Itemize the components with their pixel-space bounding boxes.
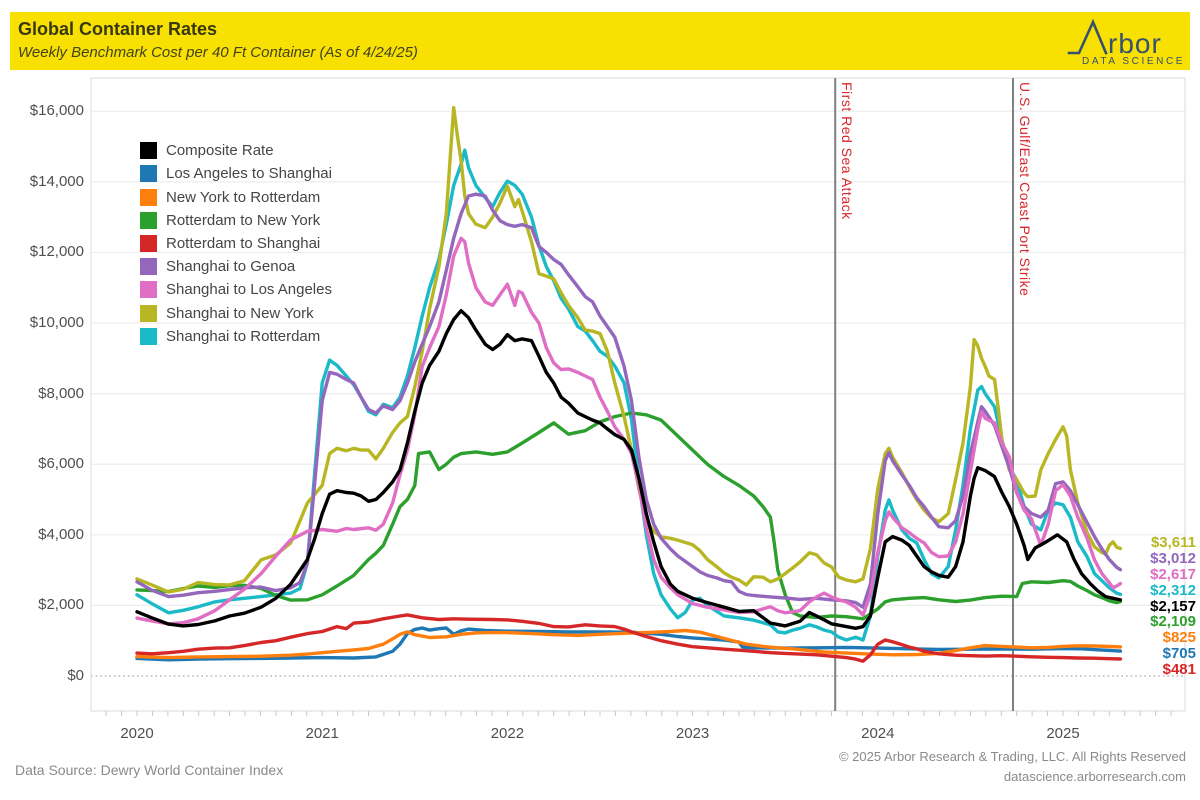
x-axis-ticks: [105, 711, 1172, 716]
x-axis-label: 2020: [120, 725, 154, 742]
end-value-label: $825: [1162, 629, 1196, 647]
legend-label: New York to Rotterdam: [166, 188, 321, 206]
data-source-note: Data Source: Dewry World Container Index: [15, 762, 284, 778]
y-axis-label: $10,000: [29, 314, 84, 332]
series-line-rotterdam-to-new-york[interactable]: [135, 411, 1123, 621]
y-axis-label: $0: [67, 667, 84, 684]
plot-border: [90, 77, 1186, 712]
legend-label: Shanghai to New York: [166, 304, 314, 322]
legend-label: Rotterdam to New York: [166, 211, 321, 229]
event-lines: [834, 78, 1014, 711]
legend-swatch: [140, 258, 157, 276]
legend-swatch: [140, 235, 157, 253]
series-lines: [135, 105, 1123, 663]
arbor-logo-icon: rbor DATA SCIENCE: [1067, 18, 1184, 67]
legend-item-rotterdam-to-shanghai[interactable]: Rotterdam to Shanghai: [140, 235, 320, 253]
legend-item-new-york-to-rotterdam[interactable]: New York to Rotterdam: [140, 188, 320, 206]
legend-item-shanghai-to-new-york[interactable]: Shanghai to New York: [140, 304, 314, 322]
end-value-label: $3,611: [1150, 534, 1196, 552]
x-axis-label: 2024: [861, 725, 895, 742]
legend-label: Shanghai to Los Angeles: [166, 281, 332, 299]
end-value-label: $2,617: [1150, 565, 1196, 583]
series-line-shanghai-to-los-angeles[interactable]: [135, 236, 1123, 626]
end-value-label: $3,012: [1150, 550, 1196, 568]
legend-item-shanghai-to-los-angeles[interactable]: Shanghai to Los Angeles: [140, 281, 332, 299]
end-value-label: $2,312: [1150, 581, 1196, 599]
copyright-text: © 2025 Arbor Research & Trading, LLC. Al…: [838, 749, 1186, 764]
legend-label: Rotterdam to Shanghai: [166, 235, 321, 253]
end-value-label: $2,157: [1150, 597, 1196, 615]
legend-swatch: [140, 165, 157, 183]
y-axis-label: $6,000: [38, 455, 84, 473]
x-axis-label: 2023: [675, 725, 710, 742]
legend-label: Shanghai to Genoa: [166, 258, 296, 276]
legend-swatch: [140, 142, 157, 160]
legend-label: Shanghai to Rotterdam: [166, 327, 321, 345]
x-axis-label: 2025: [1046, 725, 1080, 742]
legend-label: Composite Rate: [166, 142, 274, 160]
header-band: Global Container Rates Weekly Benchmark …: [10, 12, 1190, 70]
y-axis-label: $12,000: [29, 243, 84, 261]
legend-label: Los Angeles to Shanghai: [166, 165, 332, 183]
end-value-label: $2,109: [1150, 613, 1196, 631]
svg-text:rbor: rbor: [1108, 28, 1162, 59]
y-axis-label: $16,000: [29, 102, 84, 120]
legend-item-shanghai-to-genoa[interactable]: Shanghai to Genoa: [140, 258, 295, 276]
website-link[interactable]: datascience.arborresearch.com: [1003, 769, 1186, 784]
footer-credits: © 2025 Arbor Research & Trading, LLC. Al…: [839, 747, 1186, 787]
end-value-label: $481: [1162, 660, 1196, 678]
series-line-composite-rate[interactable]: [135, 309, 1123, 630]
legend-item-los-angeles-to-shanghai[interactable]: Los Angeles to Shanghai: [140, 165, 332, 183]
series-line-new-york-to-rotterdam[interactable]: [135, 628, 1123, 660]
legend-swatch: [140, 304, 157, 322]
y-axis-label: $4,000: [38, 525, 84, 543]
page-title: Global Container Rates: [18, 19, 218, 39]
legend-swatch: [140, 327, 157, 345]
arbor-logo: rbor DATA SCIENCE: [1066, 17, 1184, 72]
y-axis-label: $2,000: [38, 596, 84, 614]
legend-swatch: [140, 281, 157, 299]
event-label: U.S. Gulf/East Coast Port Strike: [1016, 82, 1033, 297]
legend-item-shanghai-to-rotterdam[interactable]: Shanghai to Rotterdam: [140, 327, 321, 346]
legend-item-rotterdam-to-new-york[interactable]: Rotterdam to New York: [140, 211, 321, 230]
event-label: First Red Sea Attack: [839, 82, 856, 220]
page-subtitle: Weekly Benchmark Cost per 40 Ft Containe…: [18, 44, 418, 61]
series-line-shanghai-to-new-york[interactable]: [135, 105, 1123, 594]
x-axis-label: 2022: [490, 725, 525, 742]
y-axis-label: $8,000: [38, 384, 84, 402]
y-axis-label: $14,000: [29, 172, 84, 190]
x-axis-label: 2021: [305, 725, 339, 742]
end-value-label: $705: [1162, 644, 1196, 662]
legend-swatch: [140, 211, 157, 229]
svg-text:DATA SCIENCE: DATA SCIENCE: [1082, 56, 1184, 67]
legend-item-composite-rate[interactable]: Composite Rate: [140, 142, 274, 160]
legend-swatch: [140, 188, 157, 206]
series-line-rotterdam-to-shanghai[interactable]: [135, 613, 1123, 663]
series-line-shanghai-to-genoa[interactable]: [135, 192, 1123, 609]
